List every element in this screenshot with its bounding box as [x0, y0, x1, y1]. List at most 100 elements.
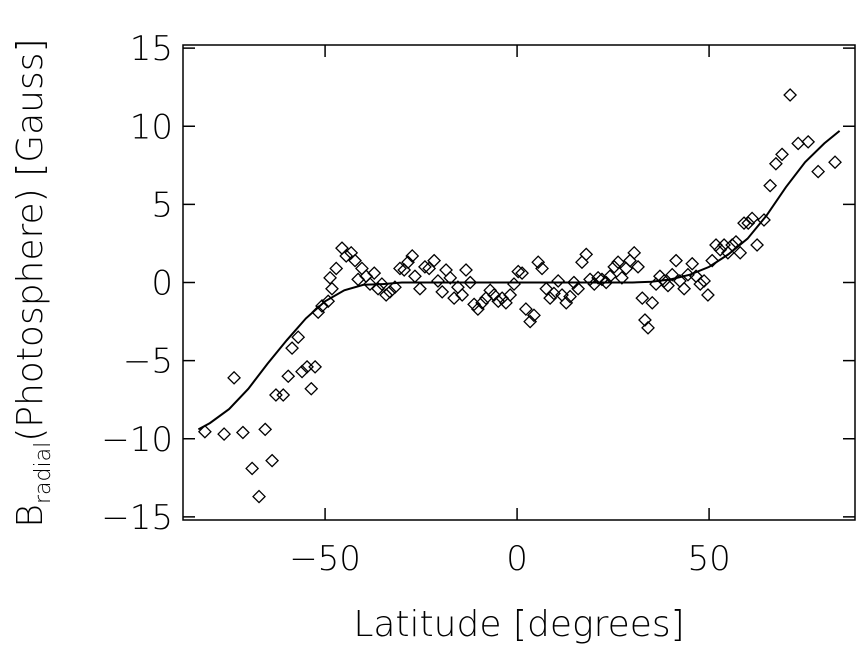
- data-point: [547, 286, 561, 301]
- data-point: [527, 308, 541, 323]
- data-point: [351, 272, 366, 287]
- data-point: [713, 242, 728, 257]
- data-point: [511, 264, 526, 279]
- data-point: [408, 269, 422, 284]
- data-point: [571, 281, 586, 296]
- data-point: [579, 247, 594, 262]
- data-point: [811, 164, 826, 179]
- y-tick-label: 15: [130, 29, 173, 69]
- data-point: [717, 238, 731, 252]
- data-point: [235, 425, 250, 440]
- x-tick-label: 50: [687, 539, 730, 579]
- data-point: [535, 261, 549, 276]
- data-point: [285, 341, 299, 356]
- data-point: [495, 291, 510, 306]
- data-point: [661, 278, 675, 293]
- data-point: [483, 283, 498, 298]
- data-point: [763, 178, 778, 193]
- data-point: [627, 245, 642, 260]
- data-point: [227, 370, 241, 385]
- data-point: [507, 277, 521, 291]
- data-point: [265, 453, 280, 468]
- data-point: [359, 269, 374, 284]
- data-point: [681, 267, 695, 282]
- data-point: [401, 255, 415, 270]
- data-point: [479, 291, 493, 306]
- data-point: [750, 238, 764, 252]
- data-point: [645, 295, 660, 310]
- data-point: [768, 156, 783, 171]
- data-point: [701, 288, 715, 302]
- data-point: [635, 291, 650, 306]
- y-tick-label: −10: [101, 420, 173, 460]
- data-point: [757, 213, 771, 227]
- data-point: [383, 284, 397, 299]
- y-tick-label: −5: [123, 342, 173, 382]
- data-point: [575, 255, 589, 270]
- data-point: [523, 314, 538, 329]
- data-point: [503, 288, 518, 302]
- data-point: [447, 291, 462, 306]
- data-point: [197, 424, 212, 439]
- data-point: [697, 274, 712, 288]
- data-point: [741, 216, 756, 231]
- data-point: [379, 288, 394, 302]
- x-tick-label: −50: [289, 539, 361, 579]
- data-point: [791, 136, 806, 151]
- data-point: [269, 388, 283, 402]
- data-point: [393, 261, 407, 276]
- data-point: [641, 320, 655, 335]
- data-point: [405, 249, 420, 263]
- data-point: [258, 422, 273, 437]
- data-point: [325, 281, 339, 296]
- data-point: [459, 263, 473, 277]
- data-point: [348, 253, 362, 268]
- y-tick-label: 10: [130, 107, 173, 147]
- data-point: [291, 330, 306, 345]
- data-point: [566, 275, 581, 290]
- data-point: [388, 280, 402, 295]
- data-point: [737, 216, 751, 231]
- data-point: [371, 281, 385, 296]
- data-point: [427, 253, 442, 268]
- data-point: [631, 259, 645, 274]
- data-point: [611, 255, 625, 270]
- y-tick-label: −15: [101, 498, 173, 538]
- data-point: [418, 259, 432, 274]
- data-point: [295, 364, 309, 379]
- y-tick-label: 0: [151, 264, 173, 304]
- data-point: [323, 270, 337, 285]
- data-point: [614, 270, 629, 285]
- data-point: [304, 381, 319, 396]
- data-point: [329, 261, 344, 276]
- data-point: [745, 211, 760, 226]
- data-point: [518, 302, 533, 316]
- data-point: [470, 302, 485, 316]
- data-point: [252, 489, 266, 504]
- data-point: [531, 255, 546, 270]
- data-point: [685, 256, 700, 271]
- data-point: [276, 388, 291, 402]
- data-point: [339, 249, 354, 263]
- data-point: [435, 284, 450, 299]
- y-label-rest: (Photosphere) [Gauss]: [10, 38, 51, 441]
- data-point: [443, 270, 458, 285]
- data-point: [487, 288, 501, 302]
- y-label-main: B: [10, 504, 51, 528]
- data-point: [543, 291, 558, 306]
- data-point: [709, 238, 723, 252]
- data-point: [367, 266, 382, 281]
- data-point: [693, 277, 708, 291]
- data-point: [539, 281, 554, 296]
- data-point: [439, 263, 453, 277]
- data-point: [217, 427, 232, 441]
- x-tick-label: 0: [506, 539, 528, 579]
- y-tick-label: 5: [151, 185, 173, 225]
- data-point: [665, 267, 680, 282]
- data-point: [413, 281, 427, 296]
- data-point: [801, 134, 816, 149]
- x-axis-label: Latitude [degrees]: [353, 604, 684, 645]
- data-point: [607, 259, 622, 274]
- data-point: [491, 294, 506, 309]
- data-point: [475, 295, 490, 310]
